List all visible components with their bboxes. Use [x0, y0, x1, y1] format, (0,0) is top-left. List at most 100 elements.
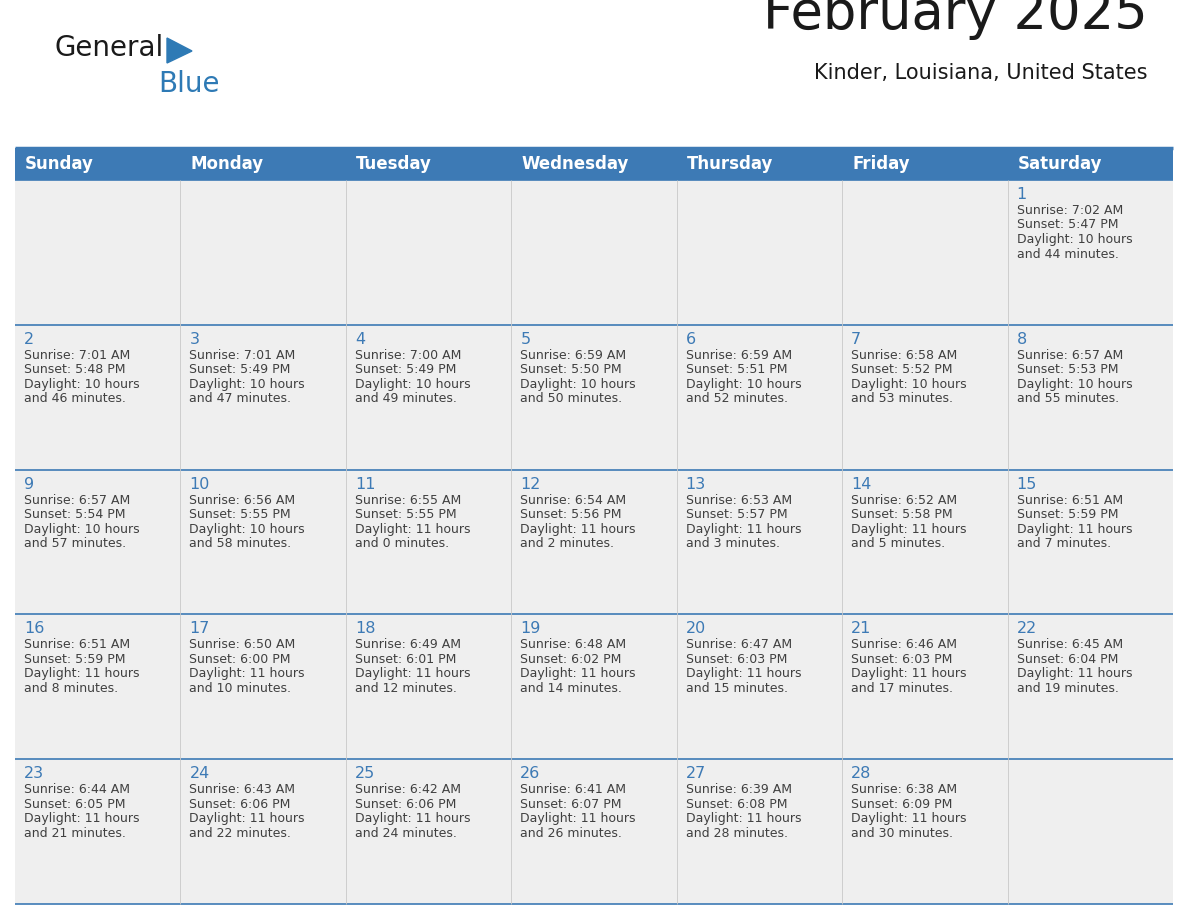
Text: Sunrise: 6:51 AM: Sunrise: 6:51 AM: [1017, 494, 1123, 507]
Text: Sunset: 6:09 PM: Sunset: 6:09 PM: [851, 798, 953, 811]
Text: Blue: Blue: [158, 70, 220, 98]
Text: and 22 minutes.: and 22 minutes.: [189, 827, 291, 840]
Text: Sunset: 5:59 PM: Sunset: 5:59 PM: [1017, 508, 1118, 521]
Text: Sunrise: 7:00 AM: Sunrise: 7:00 AM: [355, 349, 461, 362]
Bar: [677, 148, 842, 180]
Text: Thursday: Thursday: [687, 155, 773, 173]
Text: Sunset: 6:03 PM: Sunset: 6:03 PM: [685, 653, 788, 666]
Text: Sunrise: 6:57 AM: Sunrise: 6:57 AM: [1017, 349, 1123, 362]
Text: Sunset: 5:48 PM: Sunset: 5:48 PM: [24, 364, 126, 376]
Text: Sunrise: 7:01 AM: Sunrise: 7:01 AM: [189, 349, 296, 362]
Text: 11: 11: [355, 476, 375, 492]
Text: 7: 7: [851, 331, 861, 347]
Text: and 8 minutes.: and 8 minutes.: [24, 682, 118, 695]
Text: Sunrise: 6:48 AM: Sunrise: 6:48 AM: [520, 638, 626, 652]
Text: 13: 13: [685, 476, 706, 492]
Text: 24: 24: [189, 767, 209, 781]
Text: Sunset: 5:50 PM: Sunset: 5:50 PM: [520, 364, 621, 376]
Text: February 2025: February 2025: [763, 0, 1148, 40]
Text: 2: 2: [24, 331, 34, 347]
Text: Sunset: 5:49 PM: Sunset: 5:49 PM: [355, 364, 456, 376]
Text: Daylight: 10 hours: Daylight: 10 hours: [24, 378, 140, 391]
Text: Sunrise: 6:50 AM: Sunrise: 6:50 AM: [189, 638, 296, 652]
Text: Sunrise: 6:46 AM: Sunrise: 6:46 AM: [851, 638, 958, 652]
Text: Daylight: 11 hours: Daylight: 11 hours: [189, 812, 305, 825]
Text: 14: 14: [851, 476, 872, 492]
Text: Daylight: 11 hours: Daylight: 11 hours: [851, 812, 967, 825]
Bar: [15, 325, 1173, 470]
Text: Sunday: Sunday: [25, 155, 94, 173]
Text: 8: 8: [1017, 331, 1026, 347]
Text: Sunset: 5:52 PM: Sunset: 5:52 PM: [851, 364, 953, 376]
Bar: [346, 148, 511, 180]
Text: Daylight: 11 hours: Daylight: 11 hours: [685, 667, 801, 680]
Text: Daylight: 11 hours: Daylight: 11 hours: [1017, 522, 1132, 535]
Text: Daylight: 10 hours: Daylight: 10 hours: [1017, 233, 1132, 246]
Text: Sunset: 6:08 PM: Sunset: 6:08 PM: [685, 798, 788, 811]
Text: Sunset: 6:05 PM: Sunset: 6:05 PM: [24, 798, 126, 811]
Bar: [15, 180, 1173, 325]
Text: Daylight: 11 hours: Daylight: 11 hours: [851, 667, 967, 680]
Text: 23: 23: [24, 767, 44, 781]
Bar: [1007, 148, 1173, 180]
Text: and 47 minutes.: and 47 minutes.: [189, 392, 291, 406]
Text: and 14 minutes.: and 14 minutes.: [520, 682, 623, 695]
Text: Daylight: 11 hours: Daylight: 11 hours: [24, 667, 139, 680]
Text: Daylight: 11 hours: Daylight: 11 hours: [520, 812, 636, 825]
Text: 15: 15: [1017, 476, 1037, 492]
Text: and 44 minutes.: and 44 minutes.: [1017, 248, 1118, 261]
Text: Sunset: 6:07 PM: Sunset: 6:07 PM: [520, 798, 621, 811]
Text: Daylight: 11 hours: Daylight: 11 hours: [1017, 667, 1132, 680]
Text: 4: 4: [355, 331, 365, 347]
Polygon shape: [168, 38, 192, 63]
Text: General: General: [55, 34, 164, 62]
Text: and 7 minutes.: and 7 minutes.: [1017, 537, 1111, 550]
Text: Sunset: 5:55 PM: Sunset: 5:55 PM: [355, 508, 456, 521]
Text: Sunrise: 6:51 AM: Sunrise: 6:51 AM: [24, 638, 131, 652]
Text: Daylight: 10 hours: Daylight: 10 hours: [520, 378, 636, 391]
Text: Sunset: 5:59 PM: Sunset: 5:59 PM: [24, 653, 126, 666]
Text: and 24 minutes.: and 24 minutes.: [355, 827, 456, 840]
Text: and 28 minutes.: and 28 minutes.: [685, 827, 788, 840]
Text: Sunset: 5:57 PM: Sunset: 5:57 PM: [685, 508, 788, 521]
Text: 27: 27: [685, 767, 706, 781]
Text: and 50 minutes.: and 50 minutes.: [520, 392, 623, 406]
Text: and 53 minutes.: and 53 minutes.: [851, 392, 953, 406]
Text: and 5 minutes.: and 5 minutes.: [851, 537, 946, 550]
Text: Daylight: 11 hours: Daylight: 11 hours: [685, 812, 801, 825]
Text: 1: 1: [1017, 187, 1026, 202]
Text: and 58 minutes.: and 58 minutes.: [189, 537, 291, 550]
Text: Sunset: 6:06 PM: Sunset: 6:06 PM: [189, 798, 291, 811]
Text: Sunrise: 6:58 AM: Sunrise: 6:58 AM: [851, 349, 958, 362]
Text: 12: 12: [520, 476, 541, 492]
Text: Daylight: 11 hours: Daylight: 11 hours: [355, 522, 470, 535]
Bar: [181, 148, 346, 180]
Text: Sunrise: 6:59 AM: Sunrise: 6:59 AM: [520, 349, 626, 362]
Text: and 15 minutes.: and 15 minutes.: [685, 682, 788, 695]
Text: and 21 minutes.: and 21 minutes.: [24, 827, 126, 840]
Text: Sunset: 5:53 PM: Sunset: 5:53 PM: [1017, 364, 1118, 376]
Text: Sunset: 5:49 PM: Sunset: 5:49 PM: [189, 364, 291, 376]
Text: 25: 25: [355, 767, 375, 781]
Text: Daylight: 10 hours: Daylight: 10 hours: [1017, 378, 1132, 391]
Text: Daylight: 10 hours: Daylight: 10 hours: [24, 522, 140, 535]
Text: Tuesday: Tuesday: [356, 155, 431, 173]
Text: 17: 17: [189, 621, 210, 636]
Text: Sunset: 6:02 PM: Sunset: 6:02 PM: [520, 653, 621, 666]
Text: Sunrise: 6:43 AM: Sunrise: 6:43 AM: [189, 783, 296, 796]
Text: Sunset: 6:06 PM: Sunset: 6:06 PM: [355, 798, 456, 811]
Text: Daylight: 10 hours: Daylight: 10 hours: [685, 378, 802, 391]
Text: and 55 minutes.: and 55 minutes.: [1017, 392, 1119, 406]
Text: and 10 minutes.: and 10 minutes.: [189, 682, 291, 695]
Text: Sunrise: 6:47 AM: Sunrise: 6:47 AM: [685, 638, 792, 652]
Text: and 57 minutes.: and 57 minutes.: [24, 537, 126, 550]
Text: and 26 minutes.: and 26 minutes.: [520, 827, 623, 840]
Text: Saturday: Saturday: [1018, 155, 1102, 173]
Bar: [15, 614, 1173, 759]
Text: Sunset: 6:00 PM: Sunset: 6:00 PM: [189, 653, 291, 666]
Text: 28: 28: [851, 767, 872, 781]
Text: Daylight: 11 hours: Daylight: 11 hours: [520, 522, 636, 535]
Text: 20: 20: [685, 621, 706, 636]
Text: Friday: Friday: [852, 155, 910, 173]
Text: Daylight: 10 hours: Daylight: 10 hours: [355, 378, 470, 391]
